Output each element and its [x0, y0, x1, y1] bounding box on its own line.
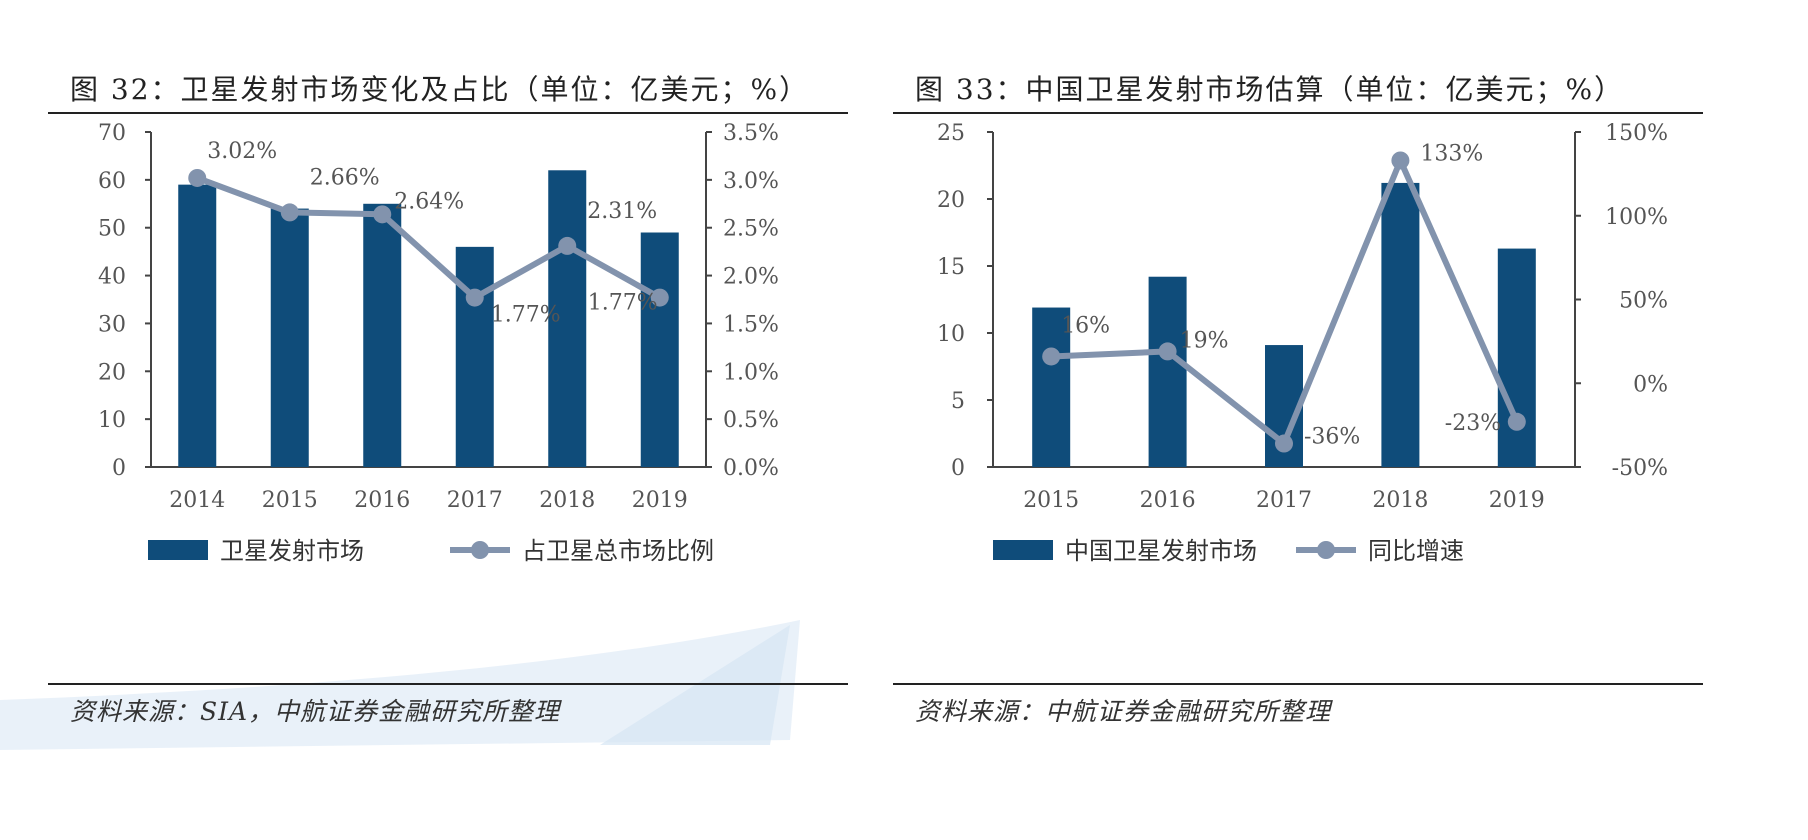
right-axis-tick-label: 3.5% — [723, 121, 779, 146]
line-point-2018 — [558, 236, 577, 255]
line-point-2018 — [1391, 151, 1410, 170]
left-axis-tick-label: 0 — [951, 456, 965, 481]
right-axis-tick-label: 100% — [1605, 205, 1668, 230]
line-point-2015 — [280, 203, 299, 222]
legend-bar-label: 卫星发射市场 — [220, 537, 364, 565]
bar-2018 — [548, 170, 587, 467]
legend-line-marker — [1317, 541, 1335, 559]
line-point-2019 — [650, 288, 669, 307]
data-label: 133% — [1420, 141, 1483, 166]
right-axis-tick-label: -50% — [1612, 456, 1668, 481]
ratio-line — [196, 175, 662, 301]
x-tick-label: 2018 — [1372, 488, 1428, 513]
line-point-2016 — [1158, 342, 1177, 361]
x-tick-label: 2018 — [539, 488, 595, 513]
bar-2016 — [1148, 276, 1187, 467]
figure-33-title: 图 33：中国卫星发射市场估算（单位：亿美元；%） — [915, 73, 1625, 106]
figure-32-top-rule — [48, 112, 848, 114]
figure-32-bottom-rule — [48, 683, 848, 685]
bar-2016 — [363, 203, 402, 467]
right-axis-tick-label: 2.0% — [723, 265, 779, 290]
x-tick-label: 2019 — [632, 488, 688, 513]
right-axis-tick-label: 3.0% — [723, 169, 779, 194]
right-axis-tick-label: 0% — [1633, 372, 1668, 397]
x-tick-label: 2015 — [262, 488, 318, 513]
line-point-2014 — [188, 168, 207, 187]
figure-32-chart: 0 10 20 30 40 50 60 70 0.0% 0.5% 1.0% 1.5% 2.0% 2.5% 3… — [98, 121, 779, 565]
legend-bar-label: 中国卫星发射市场 — [1065, 537, 1257, 565]
legend-bar-swatch — [148, 540, 208, 560]
figure-33-top-rule — [893, 112, 1703, 114]
right-axis-tick-label: 0.5% — [723, 408, 779, 433]
left-axis-tick-label: 10 — [98, 408, 126, 433]
line-point-2016 — [373, 205, 392, 224]
legend-line-label: 占卫星总市场比例 — [522, 537, 714, 565]
left-axis-tick-label: 10 — [937, 322, 965, 347]
bar-2019 — [1497, 248, 1536, 467]
right-axis-tick-label: 150% — [1605, 121, 1668, 146]
left-axis-tick-label: 5 — [951, 389, 965, 414]
data-label: 2.64% — [394, 189, 464, 214]
left-axis-tick-label: 50 — [98, 217, 126, 242]
bar-2015 — [270, 208, 309, 468]
figure-32-source: 资料来源：SIA，中航证券金融研究所整理 — [70, 697, 561, 726]
legend-bar-swatch — [993, 540, 1053, 560]
x-tick-label: 2015 — [1023, 488, 1079, 513]
data-label: 3.02% — [207, 139, 277, 164]
legend-line-label: 同比增速 — [1368, 537, 1464, 565]
data-label: 2.66% — [310, 165, 380, 190]
bar-2019 — [640, 232, 679, 467]
bar-2015 — [1032, 307, 1071, 467]
bar-2014 — [178, 184, 217, 467]
line-point-2017 — [465, 288, 484, 307]
data-label: 16% — [1061, 313, 1110, 338]
x-tick-label: 2017 — [1256, 488, 1312, 513]
data-label: 1.77% — [588, 291, 658, 316]
left-axis-tick-label: 15 — [937, 255, 965, 280]
left-axis-tick-label: 60 — [98, 169, 126, 194]
x-tick-label: 2019 — [1489, 488, 1545, 513]
data-label: -36% — [1304, 425, 1360, 450]
left-axis-tick-label: 20 — [98, 360, 126, 385]
legend-line-marker — [471, 541, 489, 559]
right-axis-tick-label: 2.5% — [723, 217, 779, 242]
data-label: 19% — [1180, 328, 1229, 353]
right-axis-tick-label: 1.5% — [723, 312, 779, 337]
figure-32-title: 图 32：卫星发射市场变化及占比（单位：亿美元；%） — [70, 73, 810, 106]
left-axis-tick-label: 70 — [98, 121, 126, 146]
left-axis-tick-label: 20 — [937, 188, 965, 213]
x-tick-label: 2017 — [447, 488, 503, 513]
figure-33-bottom-rule — [893, 683, 1703, 685]
line-point-2017 — [1275, 434, 1293, 453]
data-label: 2.31% — [587, 199, 657, 224]
figure-33-chart: 0 5 10 15 20 25 -50% 0% 50% 100% 150% 2015 2016 2017 2… — [937, 121, 1668, 565]
left-axis-tick-label: 30 — [98, 312, 126, 337]
x-tick-label: 2016 — [354, 488, 410, 513]
x-tick-label: 2014 — [169, 488, 225, 513]
data-label: -23% — [1445, 411, 1501, 436]
right-axis-tick-label: 0.0% — [723, 456, 779, 481]
data-label: 1.77% — [491, 303, 561, 328]
line-point-2015 — [1042, 347, 1061, 366]
bar-2018 — [1381, 182, 1420, 468]
left-axis-tick-label: 40 — [98, 265, 126, 290]
right-axis-tick-label: 1.0% — [723, 360, 779, 385]
x-tick-label: 2016 — [1140, 488, 1196, 513]
left-axis-tick-label: 25 — [937, 121, 965, 146]
bar-2017 — [455, 246, 494, 467]
right-axis-tick-label: 50% — [1619, 289, 1668, 314]
line-point-2019 — [1507, 412, 1526, 431]
left-axis-tick-label: 0 — [112, 456, 126, 481]
figure-33-source: 资料来源：中航证券金融研究所整理 — [915, 697, 1332, 726]
